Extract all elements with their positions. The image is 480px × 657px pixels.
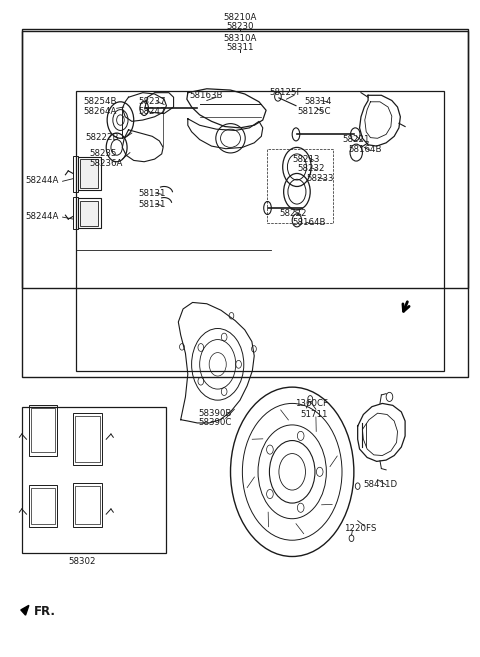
Text: 58244A: 58244A (25, 212, 59, 221)
Text: 58411D: 58411D (363, 480, 397, 489)
Bar (73, 197, 78, 229)
Text: 58232: 58232 (297, 164, 324, 173)
Text: 58311: 58311 (226, 43, 254, 52)
Text: 58125C: 58125C (298, 107, 331, 116)
Text: 58230: 58230 (226, 22, 254, 31)
Text: 58237: 58237 (138, 97, 166, 106)
Bar (73, 156, 78, 192)
Text: 58254B: 58254B (84, 97, 117, 106)
Polygon shape (21, 605, 29, 615)
Text: 58390C: 58390C (199, 419, 232, 428)
Text: 58310A: 58310A (223, 34, 257, 43)
Text: 58236A: 58236A (90, 159, 123, 168)
Text: 51711: 51711 (301, 410, 328, 419)
Text: 58390B: 58390B (199, 409, 232, 418)
Bar (73, 413, 102, 465)
Bar (31, 488, 55, 524)
Text: 1360CF: 1360CF (295, 399, 327, 408)
Bar (76, 91, 444, 371)
Bar (29, 405, 57, 455)
Text: 58221: 58221 (342, 135, 370, 144)
Text: 58247: 58247 (138, 107, 166, 116)
Bar (75, 486, 100, 524)
Text: 58125F: 58125F (269, 88, 302, 97)
Bar (22, 29, 468, 377)
Text: 58213: 58213 (292, 154, 320, 164)
Text: 58131: 58131 (138, 189, 166, 198)
Bar (78, 156, 100, 191)
Text: FR.: FR. (34, 605, 56, 618)
Bar (75, 417, 100, 462)
Text: 58302: 58302 (69, 556, 96, 566)
Bar (31, 408, 55, 452)
Bar (73, 483, 102, 527)
Text: 58222B: 58222B (86, 133, 120, 142)
Text: 58163B: 58163B (189, 91, 223, 100)
Text: 58235: 58235 (90, 149, 117, 158)
Text: 58222: 58222 (279, 209, 307, 217)
Bar (22, 31, 468, 288)
Text: 58244A: 58244A (25, 176, 59, 185)
Text: 58131: 58131 (138, 200, 166, 209)
Text: 58164B: 58164B (292, 219, 326, 227)
Bar (80, 159, 97, 188)
Text: 58314: 58314 (304, 97, 332, 106)
Text: 1220FS: 1220FS (344, 524, 377, 533)
Bar (80, 201, 97, 225)
Text: 58264A: 58264A (84, 107, 117, 116)
Text: 58233: 58233 (306, 174, 334, 183)
Bar (78, 198, 100, 228)
Bar (29, 485, 57, 527)
Text: 58164B: 58164B (348, 145, 382, 154)
Text: 58210A: 58210A (223, 12, 257, 22)
Bar (22, 407, 167, 553)
